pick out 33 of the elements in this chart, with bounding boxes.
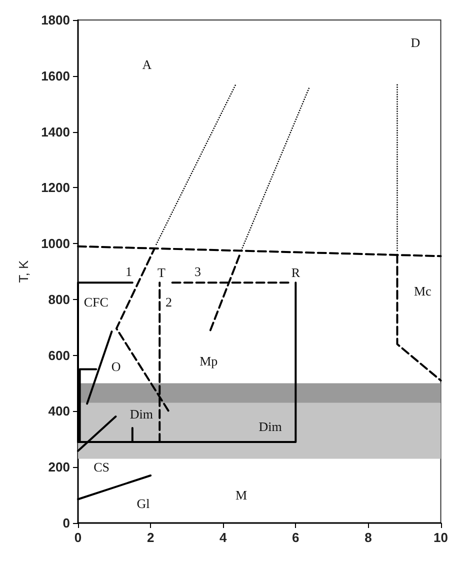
annotation: Mc xyxy=(414,284,432,299)
annotation: O xyxy=(111,359,121,374)
annotation: CS xyxy=(94,460,110,475)
annotation: 3 xyxy=(194,264,201,279)
annotation: A xyxy=(142,57,152,72)
annotation: Mp xyxy=(200,353,218,368)
annotation: CFC xyxy=(84,294,108,310)
annotation: Dim xyxy=(258,419,282,434)
x-tick-label: 4 xyxy=(219,530,228,545)
annotation: R xyxy=(291,265,300,280)
x-tick-label: 10 xyxy=(434,530,448,545)
x-tick-label: 8 xyxy=(364,530,372,545)
annotation: M xyxy=(235,488,248,503)
y-tick-label: 1600 xyxy=(41,68,70,84)
annotation: 2 xyxy=(165,294,172,310)
x-tick-label: 2 xyxy=(146,530,154,545)
y-axis-title: T, K xyxy=(16,260,31,283)
y-tick-label: 600 xyxy=(48,348,70,363)
y-tick-label: 800 xyxy=(48,292,70,307)
y-tick-label: 1000 xyxy=(41,236,70,252)
y-tick-label: 1400 xyxy=(41,124,70,140)
y-tick-label: 400 xyxy=(48,404,70,419)
y-tick-label: 200 xyxy=(48,460,70,475)
y-tick-label: 0 xyxy=(62,516,70,530)
y-tick-label: 1200 xyxy=(41,180,70,196)
annotation: 1 xyxy=(126,264,132,279)
annotation: D xyxy=(410,34,420,50)
annotation: Gl xyxy=(136,496,150,511)
y-tick-label: 1800 xyxy=(41,12,70,28)
x-tick-label: 0 xyxy=(74,530,82,545)
x-tick-label: 6 xyxy=(292,530,300,545)
annotation: T xyxy=(157,265,166,280)
annotation: Dim xyxy=(130,406,154,422)
